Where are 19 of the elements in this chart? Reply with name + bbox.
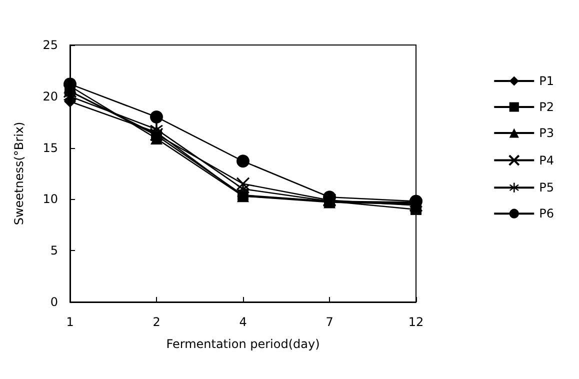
y-tick-label: 25 <box>42 38 58 52</box>
x-axis-title: Fermentation period(day) <box>166 337 320 351</box>
y-tick-label: 15 <box>42 140 58 155</box>
y-tick-label: 20 <box>42 89 58 104</box>
legend-label: P5 <box>539 180 554 195</box>
legend-label: P1 <box>539 74 554 88</box>
y-tick-label: 0 <box>50 295 58 309</box>
x-tick-label: 12 <box>408 315 424 329</box>
x-tick-label: 2 <box>152 315 160 329</box>
legend-label: P6 <box>539 206 554 221</box>
y-tick-label: 5 <box>50 244 58 258</box>
x-tick-label: 1 <box>66 315 74 329</box>
y-axis-title: Sweetness(°Brix) <box>12 122 26 226</box>
legend-label: P3 <box>539 126 554 140</box>
legend-label: P2 <box>539 100 554 114</box>
x-tick-label: 7 <box>326 315 334 329</box>
x-tick-label: 4 <box>239 315 247 329</box>
legend-label: P4 <box>539 153 554 168</box>
y-tick-label: 10 <box>42 192 58 206</box>
